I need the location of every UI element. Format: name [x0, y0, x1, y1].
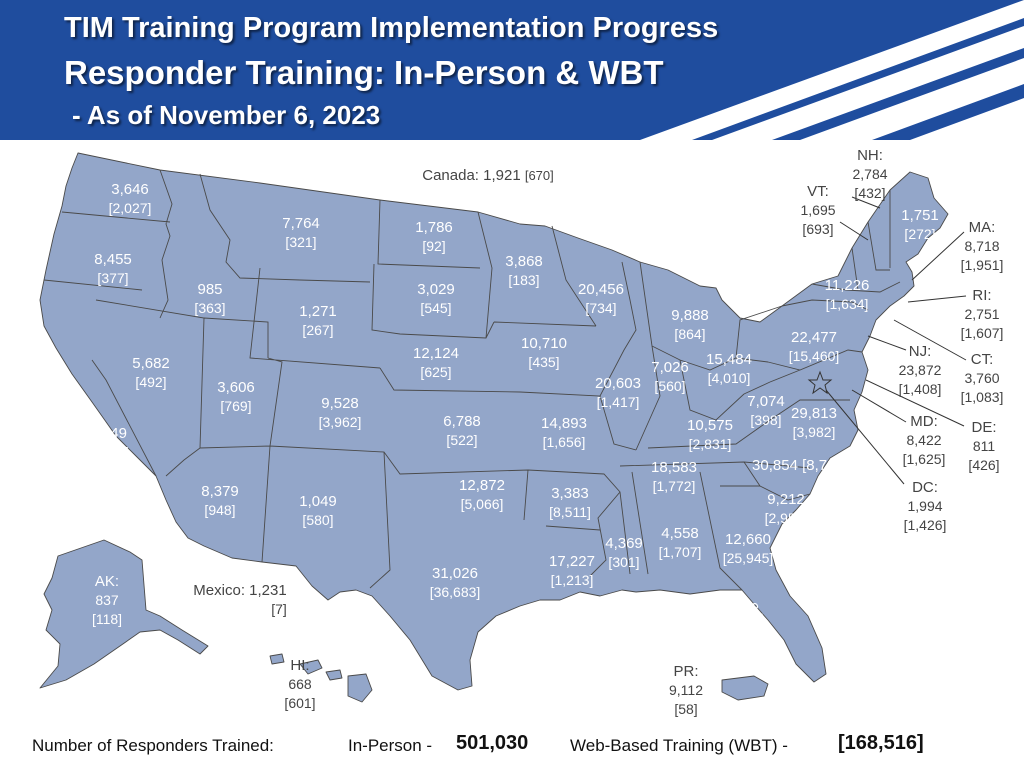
in-person-label: In-Person -: [348, 736, 433, 755]
title-date: - As of November 6, 2023: [72, 100, 381, 130]
title-line-1: TIM Training Program Implementation Prog…: [64, 12, 719, 44]
state-label-dc: DC: 1,994 [1,426]: [903, 479, 947, 533]
state-label-de: DE: 811 [426]: [968, 419, 1000, 473]
state-label-md: MD: 8,422 [1,625]: [902, 413, 946, 467]
dc-star-icon: [807, 370, 833, 395]
state-borders: [43, 169, 901, 591]
state-label-ri: RI: 2,751 [1,607]: [960, 287, 1004, 341]
state-label-me: 1,751 [272]: [901, 207, 939, 242]
state-label-pr: PR: 9,112 [58]: [669, 663, 703, 717]
state-label-nd: 1,786 [92]: [415, 219, 453, 254]
state-label-nh: NH: 2,784 [432]: [852, 147, 888, 201]
state-label-va: 29,813 [3,982]: [791, 405, 837, 440]
state-label-ne: 12,124 [625]: [413, 345, 459, 380]
state-label-ma: MA: 8,718 [1,951]: [960, 219, 1004, 273]
state-label-tx: 31,026 [36,683]: [429, 565, 481, 600]
state-label-wy: 1,271 [267]: [299, 303, 337, 338]
wbt-total: [168,516]: [838, 732, 924, 754]
state-label-oh: 15,484 [4,010]: [706, 351, 752, 386]
totals-footer: Number of Responders Trained: In-Person …: [0, 728, 1024, 762]
state-label-ny: 11,226 [1,634]: [824, 277, 870, 312]
hawaii-shape: [299, 659, 323, 675]
state-label-sd: 3,029 [545]: [417, 281, 455, 316]
state-label-ks: 6,788 [522]: [443, 413, 481, 448]
state-label-hi: HI: 668 [601]: [284, 657, 316, 711]
state-label-ct: CT: 3,760 [1,083]: [960, 351, 1004, 405]
title-banner: TIM Training Program Implementation Prog…: [0, 0, 1024, 140]
state-label-ia: 10,710 [435]: [521, 335, 567, 370]
totals-label: Number of Responders Trained:: [32, 736, 274, 755]
state-label-nv: 5,682 [492]: [132, 355, 170, 390]
state-label-wa: 3,646 [2,027]: [108, 181, 152, 216]
state-label-ms: 4,369 [301]: [605, 535, 643, 570]
banner-stripes-decoration: [640, 0, 1024, 140]
state-label-in: 7,026 [560]: [651, 359, 689, 394]
state-label-id: 985 [363]: [194, 281, 226, 316]
state-label-mt: 7,764 [321]: [282, 215, 320, 250]
state-label-mi: 9,888 [864]: [671, 307, 709, 342]
state-label-nc: 30,854 [8,733]: [752, 457, 848, 474]
state-label-ky: 10,575 [2,831]: [687, 417, 733, 452]
state-label-ca: 18,249 [11,621]: [79, 425, 129, 460]
wbt-label: Web-Based Training (WBT) -: [570, 736, 788, 755]
state-label-nm: 1,049 [580]: [299, 493, 337, 528]
state-label-vt: VT: 1,695 [693]: [800, 183, 836, 237]
state-label-la: 17,227 [1,213]: [549, 553, 595, 588]
state-label-az: 8,379 [948]: [201, 483, 239, 518]
state-label-tn: 18,583 [1,772]: [651, 459, 697, 494]
state-label-ga: 12,660 [25,945]: [722, 531, 774, 566]
state-label-nj: NJ: 23,872 [1,408]: [898, 343, 942, 397]
alaska-shape: [39, 539, 209, 689]
state-label-wv: 7,074 [398]: [747, 393, 785, 428]
state-label-pa: 22,477 [15,460]: [788, 329, 840, 364]
us-map: [39, 152, 967, 703]
state-label-ak: AK: 837 [118]: [91, 573, 123, 627]
state-label-co: 9,528 [3,962]: [318, 395, 362, 430]
state-label-sc: 9,212 [2,958]: [764, 491, 808, 526]
state-label-wi: 20,456 [734]: [578, 281, 624, 316]
in-person-total: 501,030: [456, 732, 529, 754]
state-label-or: 8,455 [377]: [94, 251, 132, 286]
state-label-mn: 3,868 [183]: [505, 253, 543, 288]
title-line-2: Responder Training: In-Person & WBT: [64, 54, 664, 91]
puerto-rico-shape: [721, 675, 769, 701]
state-label-mo: 14,893 [1,656]: [541, 415, 587, 450]
state-label-ut: 3,606 [769]: [217, 379, 255, 414]
state-label-il: 20,603 [1,417]: [595, 375, 641, 410]
state-label-al: 4,558 [1,707]: [658, 525, 702, 560]
state-label-ar: 3,383 [8,511]: [549, 485, 591, 520]
canada-label: Canada: 1,921 [670]: [422, 167, 554, 184]
state-label-ok: 12,872 [5,066]: [459, 477, 505, 512]
mexico-label: Mexico: 1,231 [7]: [193, 582, 287, 617]
